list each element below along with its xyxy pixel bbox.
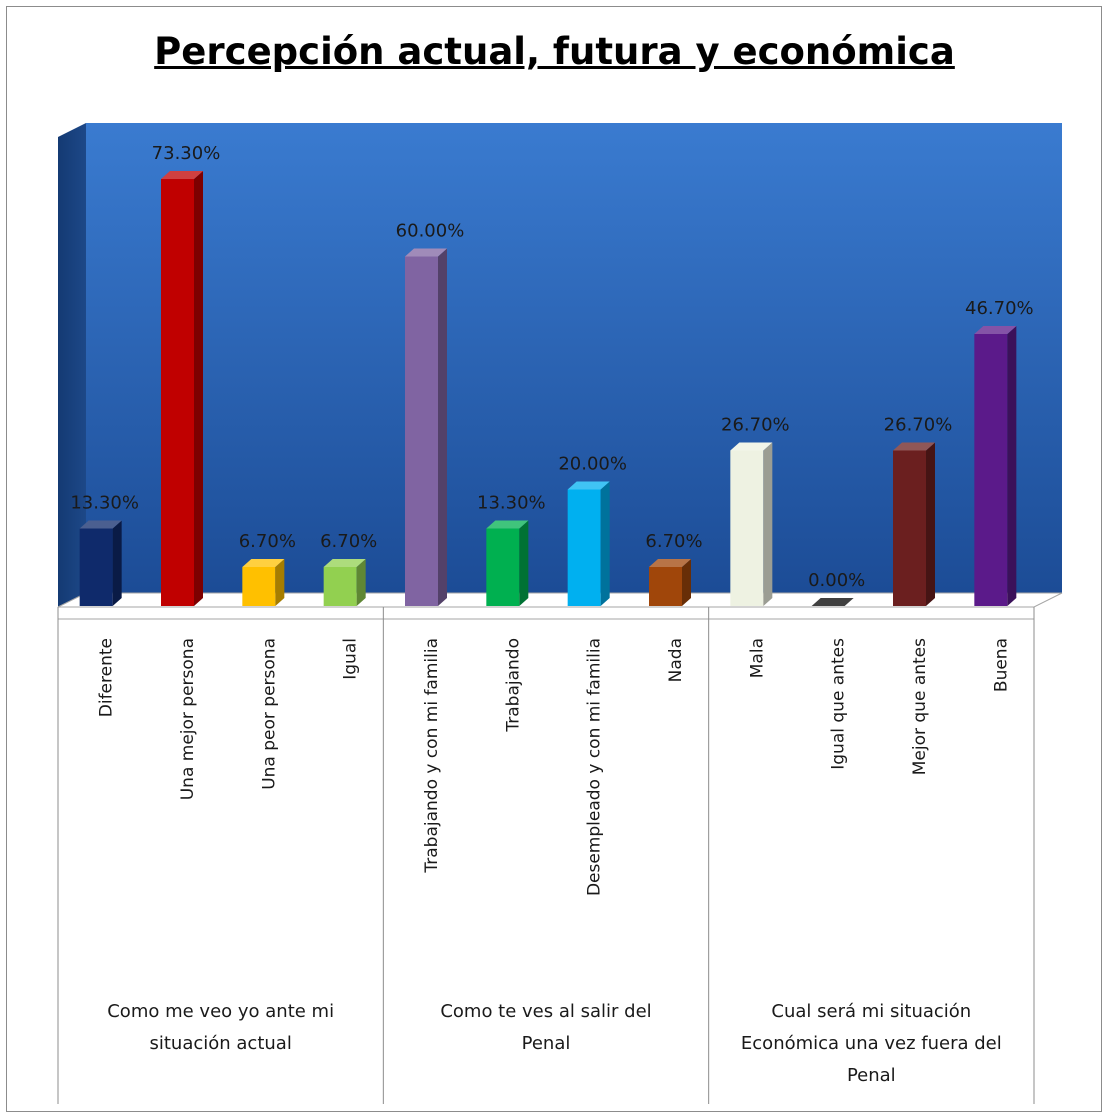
bar-front [649, 566, 682, 606]
bar-side [112, 520, 122, 606]
bar-side [763, 442, 773, 606]
bar-front [405, 256, 438, 606]
bar-top [161, 171, 203, 180]
bar-front [893, 450, 926, 606]
bar-7 [567, 481, 610, 606]
bar-top [649, 558, 691, 567]
bars [79, 171, 1017, 606]
group-label: Económica una vez fuera del [741, 1033, 1002, 1054]
bar-front [486, 528, 520, 606]
group-label: Penal [847, 1065, 896, 1086]
category-label: Desempleado y con mi familia [585, 638, 605, 896]
bar-top [730, 442, 773, 451]
bar-side [438, 248, 447, 606]
bar-10 [811, 598, 854, 606]
bar-top [323, 558, 366, 567]
bar-top [242, 558, 285, 567]
bar-top [486, 520, 529, 529]
bar-side [926, 442, 935, 606]
bar-side [356, 558, 366, 606]
chart-title: Percepción actual, futura y económica [154, 30, 955, 73]
group-label: Penal [522, 1033, 571, 1054]
bar-front [79, 528, 113, 606]
bar-5 [405, 248, 447, 606]
category-labels: Diferente Una mejor persona Una peor perso… [97, 638, 1012, 896]
category-label: Buena [991, 638, 1011, 692]
group-label: Cual será mi situación [771, 1001, 971, 1022]
bar-side [1007, 325, 1017, 606]
category-label: Diferente [97, 638, 117, 717]
category-label: Una mejor persona [178, 638, 198, 800]
bar-front [242, 566, 276, 606]
bar-top [405, 248, 447, 257]
bar-front [567, 489, 601, 606]
category-label: Igual [341, 638, 361, 680]
data-label: 60.00% [396, 221, 465, 242]
group-label: Como te ves al salir del [440, 1001, 651, 1022]
bar-top [79, 520, 122, 529]
group-label: situación actual [149, 1033, 291, 1054]
data-label: 6.70% [645, 531, 702, 552]
bar-side [682, 558, 691, 606]
category-label: Nada [666, 638, 686, 682]
data-label: 73.30% [152, 143, 221, 164]
group-labels: Como me veo yo ante mi situación actual Co… [107, 1001, 1002, 1086]
bar-8 [649, 558, 691, 606]
bar-6 [486, 520, 529, 606]
bar-11 [893, 442, 935, 606]
bar-12 [974, 325, 1017, 606]
bar-front [161, 179, 194, 606]
bar-side [275, 558, 285, 606]
side-wall [58, 123, 86, 607]
bar-side [194, 171, 203, 606]
category-label: Mala [747, 638, 767, 678]
bar-top [974, 325, 1017, 334]
bar-front [974, 333, 1008, 606]
data-label: 26.70% [721, 414, 790, 435]
data-label: 26.70% [884, 414, 953, 435]
group-label: Como me veo yo ante mi [107, 1001, 334, 1022]
bar-top [893, 442, 935, 451]
category-label: Trabajando [503, 638, 523, 733]
bar-3 [242, 558, 285, 606]
bar-front [730, 450, 764, 606]
value-labels: 13.30% 73.30% 6.70% 6.70% 60.00% 13.30% 20.00%… [70, 143, 1033, 591]
data-label: 0.00% [808, 570, 865, 591]
bar-4 [323, 558, 366, 606]
bar-side [600, 481, 610, 606]
data-label: 13.30% [477, 493, 546, 514]
data-label: 13.30% [70, 493, 139, 514]
category-label: Una peor persona [259, 638, 279, 790]
bar-top [567, 481, 610, 490]
category-label: Igual que antes [829, 638, 849, 770]
data-label: 6.70% [239, 531, 296, 552]
bar-1 [79, 520, 122, 606]
data-label: 6.70% [320, 531, 377, 552]
category-axis [57, 607, 1035, 1104]
bar-top [811, 598, 854, 606]
category-label: Trabajando y con mi familia [422, 638, 442, 874]
bar-side [519, 520, 529, 606]
category-label: Mejor que antes [910, 638, 930, 775]
bar-9 [730, 442, 773, 606]
bar-2 [161, 171, 203, 606]
data-label: 20.00% [558, 454, 627, 475]
bar-front [323, 566, 357, 606]
data-label: 46.70% [965, 298, 1034, 319]
